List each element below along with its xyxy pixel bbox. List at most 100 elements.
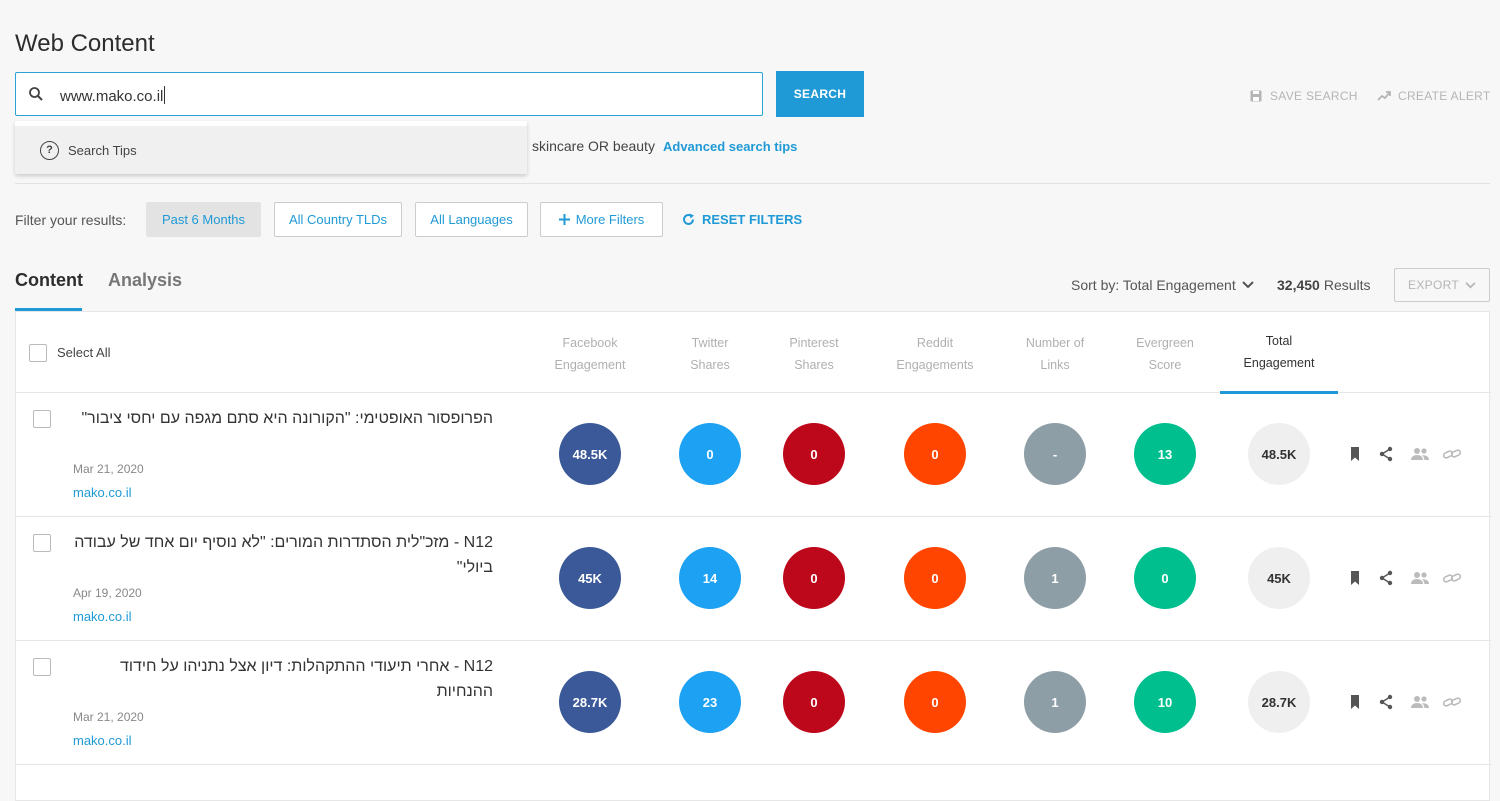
divider (15, 183, 1490, 184)
link-icon[interactable] (1442, 694, 1462, 710)
filter-date-button[interactable]: Past 6 Months (146, 202, 261, 237)
share-icon[interactable] (1378, 694, 1394, 710)
row-domain-link[interactable]: mako.co.il (73, 733, 132, 748)
filter-language-button[interactable]: All Languages (415, 202, 528, 237)
col-facebook-line2: Engagement (554, 358, 626, 372)
users-icon[interactable] (1410, 446, 1430, 462)
evergreen-score-value: 10 (1134, 671, 1196, 733)
export-label: EXPORT (1408, 278, 1459, 292)
col-twitter-line2: Shares (690, 358, 730, 372)
row-checkbox[interactable] (33, 410, 51, 428)
col-evergreen-line1: Evergreen (1136, 336, 1194, 350)
reddit-engagements-value: 0 (904, 671, 966, 733)
tab-underline (15, 308, 82, 311)
evergreen-score-value: 0 (1134, 547, 1196, 609)
select-all-checkbox[interactable] (29, 344, 47, 362)
filter-country-label: All Country TLDs (288, 212, 387, 227)
col-reddit-line2: Engagements (896, 358, 974, 372)
filter-language-label: All Languages (430, 212, 513, 227)
search-tips-label: Search Tips (68, 142, 137, 158)
advanced-search-tips-link[interactable]: Advanced search tips (663, 139, 798, 154)
search-tips-item[interactable]: ? Search Tips (15, 126, 527, 174)
col-evergreen-score[interactable]: Evergreen Score (1110, 332, 1220, 376)
search-input[interactable]: www.mako.co.il (15, 72, 763, 116)
share-icon[interactable] (1378, 446, 1394, 462)
results-label: Results (1323, 277, 1371, 293)
filter-label: Filter your results: (15, 212, 127, 228)
link-icon[interactable] (1442, 446, 1462, 462)
share-icon[interactable] (1378, 570, 1394, 586)
total-engagement-value: 28.7K (1248, 671, 1310, 733)
bookmark-icon[interactable] (1347, 446, 1363, 462)
tab-analysis[interactable]: Analysis (108, 270, 183, 290)
row-date: Apr 19, 2020 (73, 586, 142, 600)
col-total-engagement[interactable]: Total Engagement (1224, 330, 1334, 374)
sort-dropdown[interactable]: Sort by: Total Engagement (1071, 277, 1254, 293)
col-reddit-line1: Reddit (916, 336, 954, 350)
results-table: Select All Facebook Engagement Twitter Sha… (15, 311, 1491, 801)
evergreen-score-value: 13 (1134, 423, 1196, 485)
reddit-engagements-value: 0 (904, 423, 966, 485)
plus-icon (558, 214, 570, 225)
tab-content[interactable]: Content (15, 270, 83, 290)
pinterest-shares-value: 0 (783, 671, 845, 733)
col-facebook-engagement[interactable]: Facebook Engagement (535, 332, 645, 376)
users-icon[interactable] (1410, 570, 1430, 586)
table-row: N12 - מזכ"לית הסתדרות המורים: "לא נוסיף … (16, 517, 1491, 641)
row-domain-link[interactable]: mako.co.il (73, 485, 132, 500)
save-search-button[interactable]: SAVE SEARCH (1249, 89, 1358, 103)
twitter-shares-value: 0 (679, 423, 741, 485)
bookmark-icon[interactable] (1347, 694, 1363, 710)
table-row: הפרופסור האופטימי: "הקורונה היא סתם מגפה… (16, 393, 1491, 517)
table-header: Select All Facebook Engagement Twitter Sha… (16, 312, 1491, 394)
question-icon: ? (40, 140, 59, 160)
col-number-of-links[interactable]: Number of Links (1000, 332, 1110, 376)
table-row: N12 - אחרי תיעודי ההתקהלות: דיון אצל נתנ… (16, 641, 1491, 765)
facebook-engagement-value: 48.5K (559, 423, 621, 485)
total-engagement-value: 45K (1248, 547, 1310, 609)
more-filters-label: More Filters (575, 212, 645, 227)
sort-label: Sort by: Total Engagement (1071, 277, 1236, 293)
chevron-down-icon (1242, 281, 1254, 289)
export-button[interactable]: EXPORT (1394, 268, 1490, 302)
search-example-text: skincare OR beauty (532, 138, 655, 154)
search-input-value: www.mako.co.il (60, 86, 166, 105)
more-filters-button[interactable]: More Filters (540, 202, 663, 237)
col-reddit-engagements[interactable]: Reddit Engagements (880, 332, 990, 376)
create-alert-button[interactable]: CREATE ALERT (1377, 89, 1491, 103)
users-icon[interactable] (1410, 694, 1430, 710)
col-pinterest-line2: Shares (794, 358, 834, 372)
col-twitter-line1: Twitter (691, 336, 729, 350)
select-all-label: Select All (57, 345, 111, 360)
pinterest-shares-value: 0 (783, 423, 845, 485)
filter-date-label: Past 6 Months (161, 212, 246, 227)
row-title-link[interactable]: N12 - מזכ"לית הסתדרות המורים: "לא נוסיף … (74, 534, 493, 576)
refresh-icon (683, 213, 694, 225)
twitter-shares-value: 14 (679, 547, 741, 609)
col-pinterest-line1: Pinterest (789, 336, 839, 350)
pinterest-shares-value: 0 (783, 547, 845, 609)
create-alert-label: CREATE ALERT (1398, 89, 1491, 103)
number-of-links-value: 1 (1024, 671, 1086, 733)
col-pinterest-shares[interactable]: Pinterest Shares (759, 332, 869, 376)
row-domain-link[interactable]: mako.co.il (73, 609, 132, 624)
col-links-line2: Links (1040, 358, 1070, 372)
search-button[interactable]: SEARCH (776, 71, 864, 117)
row-title-link[interactable]: N12 - אחרי תיעודי ההתקהלות: דיון אצל נתנ… (120, 658, 493, 700)
row-checkbox[interactable] (33, 658, 51, 676)
row-title-link[interactable]: הפרופסור האופטימי: "הקורונה היא סתם מגפה… (81, 410, 493, 427)
reset-filters-button[interactable]: RESET FILTERS (682, 212, 802, 227)
col-twitter-shares[interactable]: Twitter Shares (655, 332, 765, 376)
facebook-engagement-value: 45K (559, 547, 621, 609)
facebook-engagement-value: 28.7K (559, 671, 621, 733)
col-facebook-line1: Facebook (562, 336, 618, 350)
number-of-links-value: 1 (1024, 547, 1086, 609)
filter-country-button[interactable]: All Country TLDs (274, 202, 402, 237)
sorted-column-underline (1220, 391, 1338, 394)
row-date: Mar 21, 2020 (73, 710, 144, 724)
link-icon[interactable] (1442, 570, 1462, 586)
bookmark-icon[interactable] (1347, 570, 1363, 586)
save-search-label: SAVE SEARCH (1270, 89, 1358, 103)
row-checkbox[interactable] (33, 534, 51, 552)
number-of-links-value: - (1024, 423, 1086, 485)
